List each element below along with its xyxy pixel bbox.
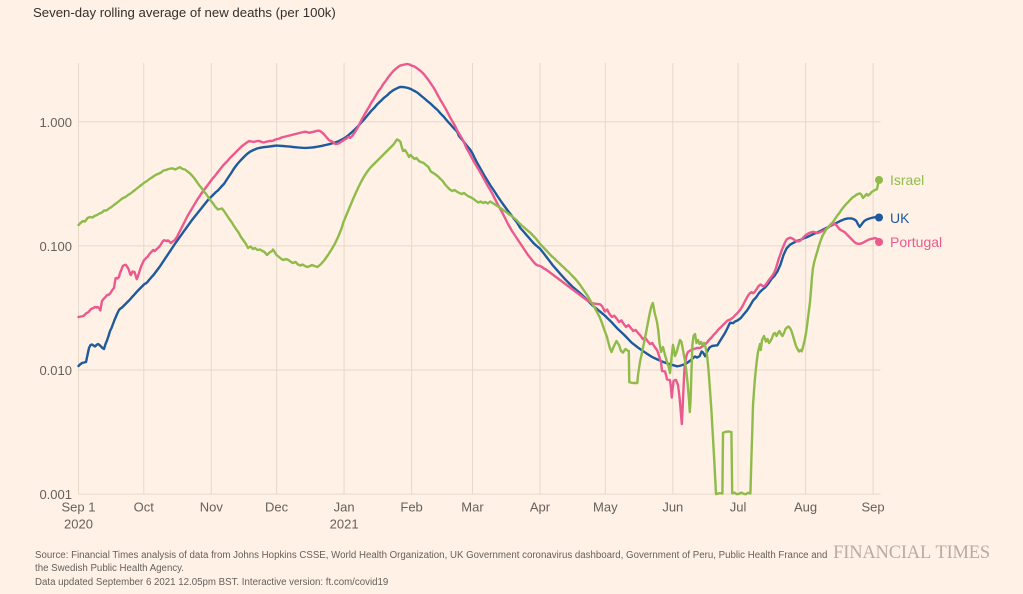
- svg-text:Sep 1: Sep 1: [62, 500, 96, 515]
- svg-text:0.001: 0.001: [39, 487, 72, 502]
- svg-text:Jan: Jan: [334, 500, 355, 515]
- svg-text:0.100: 0.100: [39, 239, 72, 254]
- svg-text:Apr: Apr: [530, 500, 551, 515]
- svg-text:2020: 2020: [64, 517, 93, 532]
- svg-text:Jul: Jul: [730, 500, 747, 515]
- svg-text:Mar: Mar: [461, 500, 484, 515]
- svg-text:Portugal: Portugal: [890, 234, 942, 250]
- svg-text:UK: UK: [890, 210, 910, 226]
- svg-text:1.000: 1.000: [39, 115, 72, 130]
- svg-text:2021: 2021: [330, 517, 359, 532]
- svg-text:0.010: 0.010: [39, 363, 72, 378]
- svg-text:Oct: Oct: [134, 500, 155, 515]
- svg-text:Nov: Nov: [200, 500, 224, 515]
- svg-text:Dec: Dec: [265, 500, 289, 515]
- svg-text:Israel: Israel: [890, 172, 924, 188]
- svg-text:Sep: Sep: [862, 500, 885, 515]
- svg-text:Aug: Aug: [794, 500, 817, 515]
- svg-text:Jun: Jun: [662, 500, 683, 515]
- svg-text:May: May: [593, 500, 618, 515]
- svg-text:Feb: Feb: [400, 500, 422, 515]
